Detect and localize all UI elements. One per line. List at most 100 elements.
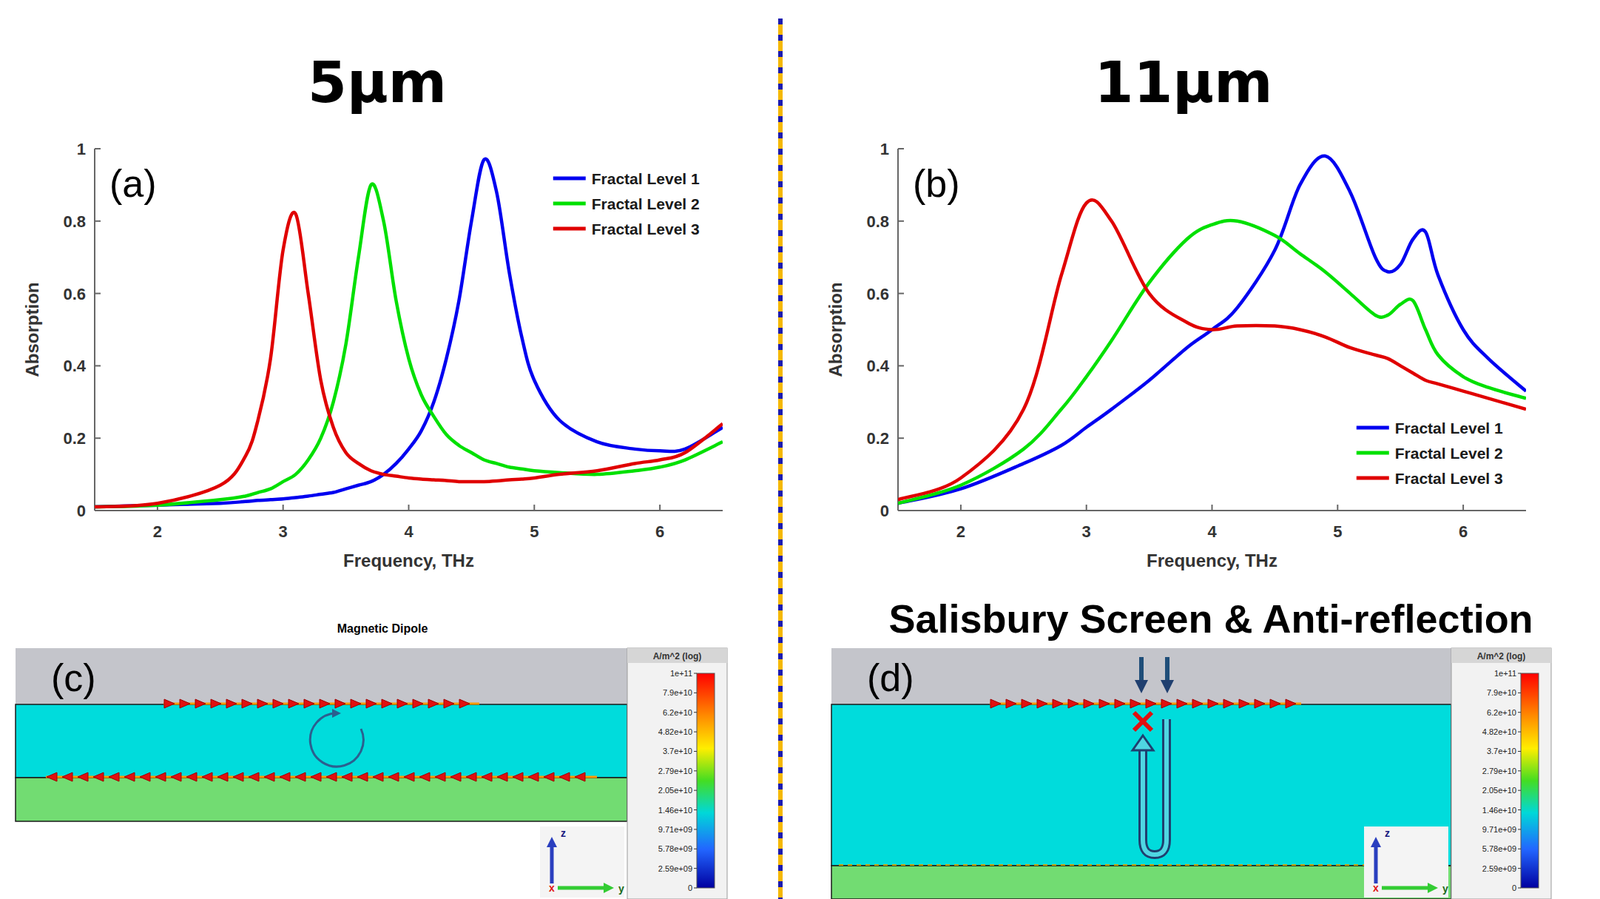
- y-tick: [94, 220, 101, 222]
- chart-panel: 11μm2345600.20.40.60.81Frequency, THzAbs…: [825, 49, 1527, 571]
- colorbar-title: A/m^2 (log): [1477, 650, 1527, 662]
- colorbar-label: 9.71e+09: [658, 824, 693, 834]
- y-axis-title: Absorption: [825, 282, 846, 378]
- y-tick: [94, 147, 101, 150]
- colorbar-label: 6.2e+10: [1486, 707, 1517, 717]
- y-tick: [898, 292, 904, 295]
- z-arrowhead: [546, 836, 558, 847]
- x-tick-label: 3: [1082, 522, 1092, 541]
- current-arrow: [341, 772, 353, 782]
- figure: 5μm2345600.20.40.60.81Frequency, THzAbso…: [0, 0, 1600, 899]
- diagram-panel: Magnetic Dipole(c)A/m^2 (log)1e+117.9e+1…: [15, 622, 728, 899]
- panel-letter: (a): [109, 161, 157, 205]
- panel-letter: (b): [912, 161, 961, 205]
- y-tick: [94, 437, 101, 439]
- y-tick-label: 0.6: [866, 284, 890, 304]
- legend-swatch: [553, 176, 586, 181]
- current-arrow: [217, 772, 228, 782]
- colorbar-label: 2.79e+10: [1482, 766, 1517, 776]
- y-axis: [93, 148, 96, 511]
- legend-label: Fractal Level 2: [591, 195, 700, 213]
- x-tick: [1462, 504, 1464, 511]
- colorbar-tick: [1517, 711, 1521, 713]
- colorbar-label: 4.82e+10: [658, 727, 693, 737]
- colorbar-tick: [693, 828, 697, 830]
- colorbar-label: 1e+11: [1494, 668, 1517, 678]
- current-arrow: [412, 699, 424, 708]
- colorbar-label: 6.2e+10: [662, 707, 693, 717]
- x-tick: [282, 504, 285, 511]
- x-tick-label: 2: [153, 522, 162, 541]
- y-tick: [94, 364, 101, 367]
- current-arrow: [428, 699, 439, 708]
- current-arrow: [319, 699, 330, 708]
- current-arrow: [170, 772, 182, 782]
- current-arrow: [990, 699, 1001, 708]
- current-arrow: [381, 699, 393, 708]
- current-arrow: [288, 699, 299, 708]
- current-line: [838, 863, 1444, 866]
- current-arrow: [1239, 699, 1250, 708]
- current-arrow: [1130, 699, 1141, 708]
- current-arrow: [1223, 699, 1234, 708]
- current-arrow: [372, 772, 384, 782]
- current-arrow: [304, 699, 315, 708]
- legend-swatch: [1356, 451, 1390, 455]
- y-tick-label: 1: [76, 139, 86, 159]
- colorbar-label: 7.9e+10: [662, 687, 693, 697]
- colorbar-label: 1.46e+10: [658, 805, 693, 815]
- axis-label: x: [548, 881, 555, 894]
- y-tick: [898, 437, 904, 439]
- colorbar-panel: [1451, 647, 1552, 899]
- x-tick-label: 6: [1458, 522, 1468, 541]
- divider-dash: [778, 18, 783, 899]
- colorbar-tick: [1517, 828, 1521, 830]
- colorbar-header: [1451, 647, 1552, 663]
- current-arrow: [1285, 699, 1296, 708]
- current-arrow: [335, 699, 346, 708]
- y-arrow: [557, 886, 606, 890]
- current-arrow: [1052, 699, 1063, 708]
- colorbar-tick: [693, 673, 697, 674]
- colorbar-label: 2.05e+10: [658, 785, 693, 795]
- current-arrow: [295, 772, 306, 782]
- current-arrow: [481, 772, 492, 782]
- colorbar: [696, 673, 715, 888]
- current-arrow: [434, 772, 446, 782]
- current-arrow: [62, 772, 73, 782]
- current-arrow: [310, 772, 322, 782]
- axis-label: y: [618, 882, 625, 895]
- current-arrow: [1068, 699, 1079, 708]
- x-tick-label: 5: [529, 522, 539, 541]
- colorbar-tick: [1517, 692, 1521, 694]
- x-tick: [659, 504, 661, 511]
- colorbar-tick: [693, 790, 697, 791]
- current-arrow: [528, 772, 539, 782]
- axis-triad-box: [1364, 826, 1449, 898]
- series-line: [898, 199, 1527, 500]
- x-tick: [1085, 504, 1088, 511]
- dielectric-layer: [831, 704, 1452, 866]
- colorbar-tick: [693, 692, 697, 694]
- current-arrow: [397, 699, 408, 708]
- colorbar-label: 3.7e+10: [662, 746, 693, 756]
- x-tick-label: 3: [278, 522, 288, 541]
- legend-swatch: [553, 227, 586, 231]
- current-arrow: [46, 772, 57, 782]
- x-tick: [533, 504, 535, 511]
- colorbar-tick: [1517, 809, 1521, 810]
- legend-label: Fractal Level 3: [591, 220, 700, 238]
- y-tick-label: 0.2: [62, 429, 86, 448]
- legend-label: Fractal Level 1: [591, 170, 700, 188]
- cancel-mark: [1133, 712, 1152, 731]
- current-arrow: [1270, 699, 1281, 708]
- y-tick-label: 0: [76, 501, 86, 521]
- chart-panel: 5μm2345600.20.40.60.81Frequency, THzAbso…: [22, 49, 723, 571]
- substrate-layer: [831, 865, 1452, 899]
- y-tick: [898, 147, 904, 150]
- circulation-arrow: [309, 713, 364, 767]
- colorbar-label: 2.79e+10: [658, 766, 693, 776]
- current-arrow: [93, 772, 104, 782]
- colorbar-label: 1e+11: [670, 668, 693, 678]
- z-arrow: [1374, 845, 1379, 884]
